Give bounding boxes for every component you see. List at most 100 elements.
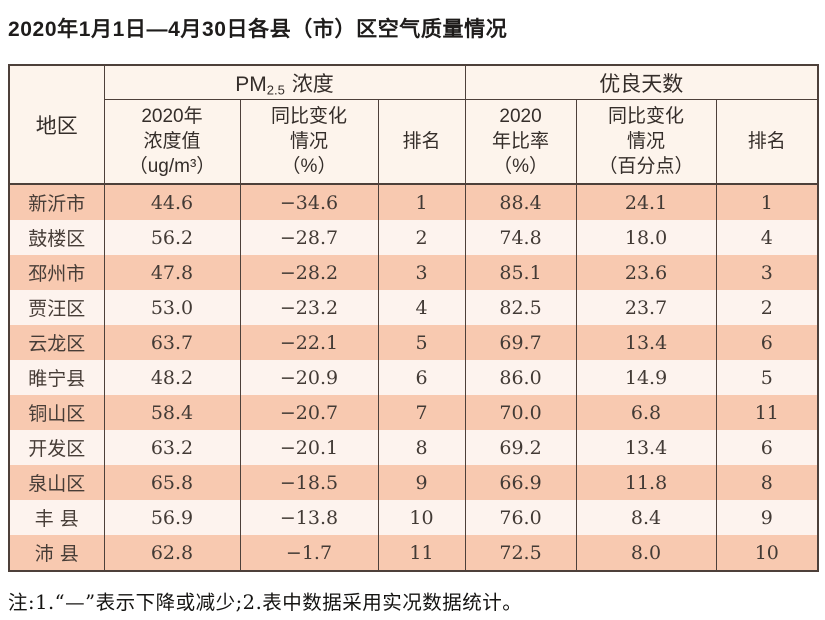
days-rank-cell: 9 xyxy=(715,500,819,535)
pm-value-cell: 48.2 xyxy=(103,360,241,395)
table-row: 开发区 63.2 −20.1 8 69.2 13.4 6 xyxy=(8,430,819,465)
days-change-cell: 13.4 xyxy=(575,325,717,360)
days-rate-cell: 70.0 xyxy=(464,395,577,430)
days-rank-cell: 8 xyxy=(715,465,819,500)
pm25-label-suffix: 浓度 xyxy=(291,72,334,96)
pm-value-cell: 63.2 xyxy=(103,430,241,465)
footnote: 注:1.“—”表示下降或减少;2.表中数据采用实况数据统计。 xyxy=(8,591,523,614)
table-row: 铜山区 58.4 −20.7 7 70.0 6.8 11 xyxy=(8,395,819,430)
pm25-label-prefix: PM xyxy=(235,72,267,96)
pm-rank-cell: 1 xyxy=(377,184,466,220)
table-row: 邳州市 47.8 −28.2 3 85.1 23.6 3 xyxy=(8,255,819,290)
pm-value-cell: 62.8 xyxy=(103,535,241,571)
pm-rank-cell: 8 xyxy=(377,430,466,465)
days-rate-cell: 69.7 xyxy=(464,325,577,360)
days-rank-cell: 11 xyxy=(715,395,819,430)
pm-change-cell: −28.2 xyxy=(239,255,379,290)
table-row: 鼓楼区 56.2 −28.7 2 74.8 18.0 4 xyxy=(8,220,819,255)
table-row: 贾汪区 53.0 −23.2 4 82.5 23.7 2 xyxy=(8,290,819,325)
days-rank-cell: 3 xyxy=(715,255,819,290)
pm-value-cell: 63.7 xyxy=(103,325,241,360)
header-pm-value: 2020年 浓度值 （ug/m³） xyxy=(103,99,241,184)
pm-rank-cell: 7 xyxy=(377,395,466,430)
header-sub-row: 2020年 浓度值 （ug/m³） 同比变化 情况 （%） 排名 2020 年比… xyxy=(9,99,819,184)
days-change-cell: 14.9 xyxy=(575,360,717,395)
days-rank-cell: 6 xyxy=(715,430,819,465)
pm-value-cell: 44.6 xyxy=(103,184,241,220)
days-rate-cell: 69.2 xyxy=(464,430,577,465)
table-row: 泉山区 65.8 −18.5 9 66.9 11.8 8 xyxy=(8,465,819,500)
header-days-change: 同比变化 情况 （百分点） xyxy=(575,99,717,184)
pm-rank-cell: 3 xyxy=(377,255,466,290)
pm-change-cell: −34.6 xyxy=(239,184,379,220)
table-body: 新沂市 44.6 −34.6 1 88.4 24.1 1 鼓楼区 56.2 −28.7 2 74.8 1… xyxy=(8,184,819,571)
days-change-cell: 23.6 xyxy=(575,255,717,290)
region-cell: 云龙区 xyxy=(8,325,105,360)
days-rate-cell: 66.9 xyxy=(464,465,577,500)
table-row: 睢宁县 48.2 −20.9 6 86.0 14.9 5 xyxy=(8,360,819,395)
days-rate-cell: 74.8 xyxy=(464,220,577,255)
days-rate-cell: 76.0 xyxy=(464,500,577,535)
header-group-row: 地区 PM2.5 浓度 优良天数 xyxy=(8,65,819,184)
days-change-cell: 18.0 xyxy=(575,220,717,255)
page-title: 2020年1月1日—4月30日各县（市）区空气质量情况 xyxy=(8,18,508,41)
days-rank-cell: 1 xyxy=(715,184,819,220)
pm-change-cell: −13.8 xyxy=(239,500,379,535)
pm-change-cell: −20.1 xyxy=(239,430,379,465)
pm-change-cell: −18.5 xyxy=(239,465,379,500)
pm-rank-cell: 5 xyxy=(377,325,466,360)
pm-rank-cell: 2 xyxy=(377,220,466,255)
pm-value-cell: 56.9 xyxy=(103,500,241,535)
days-change-cell: 24.1 xyxy=(575,184,717,220)
table-row: 沛 县 62.8 −1.7 11 72.5 8.0 10 xyxy=(8,535,819,571)
pm-value-cell: 65.8 xyxy=(103,465,241,500)
region-cell: 贾汪区 xyxy=(8,290,105,325)
region-cell: 睢宁县 xyxy=(8,360,105,395)
header-region: 地区 xyxy=(8,65,105,184)
days-rate-cell: 85.1 xyxy=(464,255,577,290)
days-rank-cell: 10 xyxy=(715,535,819,571)
days-change-cell: 8.4 xyxy=(575,500,717,535)
region-cell: 鼓楼区 xyxy=(8,220,105,255)
region-cell: 沛 县 xyxy=(8,535,105,571)
region-cell: 邳州市 xyxy=(8,255,105,290)
pm-value-cell: 47.8 xyxy=(103,255,241,290)
table-row: 丰 县 56.9 −13.8 10 76.0 8.4 9 xyxy=(8,500,819,535)
pm-rank-cell: 10 xyxy=(377,500,466,535)
region-cell: 开发区 xyxy=(8,430,105,465)
region-cell: 泉山区 xyxy=(8,465,105,500)
region-cell: 丰 县 xyxy=(8,500,105,535)
pm-change-cell: −20.7 xyxy=(239,395,379,430)
region-cell: 新沂市 xyxy=(8,184,105,220)
days-rank-cell: 5 xyxy=(715,360,819,395)
pm-rank-cell: 6 xyxy=(377,360,466,395)
days-change-cell: 11.8 xyxy=(575,465,717,500)
header-pm-rank: 排名 xyxy=(377,99,466,184)
pm-change-cell: −20.9 xyxy=(239,360,379,395)
pm-rank-cell: 9 xyxy=(377,465,466,500)
header-pm-change: 同比变化 情况 （%） xyxy=(239,99,379,184)
pm-value-cell: 58.4 xyxy=(103,395,241,430)
table-header: 地区 PM2.5 浓度 优良天数 2020年 浓度值 （ug/m³） 同比变化 情… xyxy=(8,65,819,184)
days-rate-cell: 72.5 xyxy=(464,535,577,571)
pm-rank-cell: 11 xyxy=(377,535,466,571)
days-rate-cell: 82.5 xyxy=(464,290,577,325)
pm-value-cell: 53.0 xyxy=(103,290,241,325)
header-days-rate: 2020 年比率 （%） xyxy=(464,99,577,184)
pm25-label-subscript: 2.5 xyxy=(266,82,285,98)
air-quality-table: 地区 PM2.5 浓度 优良天数 2020年 浓度值 （ug/m³） 同比变化 情… xyxy=(8,64,820,572)
pm-rank-cell: 4 xyxy=(377,290,466,325)
days-change-cell: 8.0 xyxy=(575,535,717,571)
header-good-days-group: 优良天数 xyxy=(464,65,819,100)
days-change-cell: 13.4 xyxy=(575,430,717,465)
pm-change-cell: −22.1 xyxy=(239,325,379,360)
table-row: 新沂市 44.6 −34.6 1 88.4 24.1 1 xyxy=(8,184,819,220)
days-rank-cell: 2 xyxy=(715,290,819,325)
days-rate-cell: 86.0 xyxy=(464,360,577,395)
days-rate-cell: 88.4 xyxy=(464,184,577,220)
pm-change-cell: −28.7 xyxy=(239,220,379,255)
days-rank-cell: 4 xyxy=(715,220,819,255)
days-change-cell: 23.7 xyxy=(575,290,717,325)
region-cell: 铜山区 xyxy=(8,395,105,430)
